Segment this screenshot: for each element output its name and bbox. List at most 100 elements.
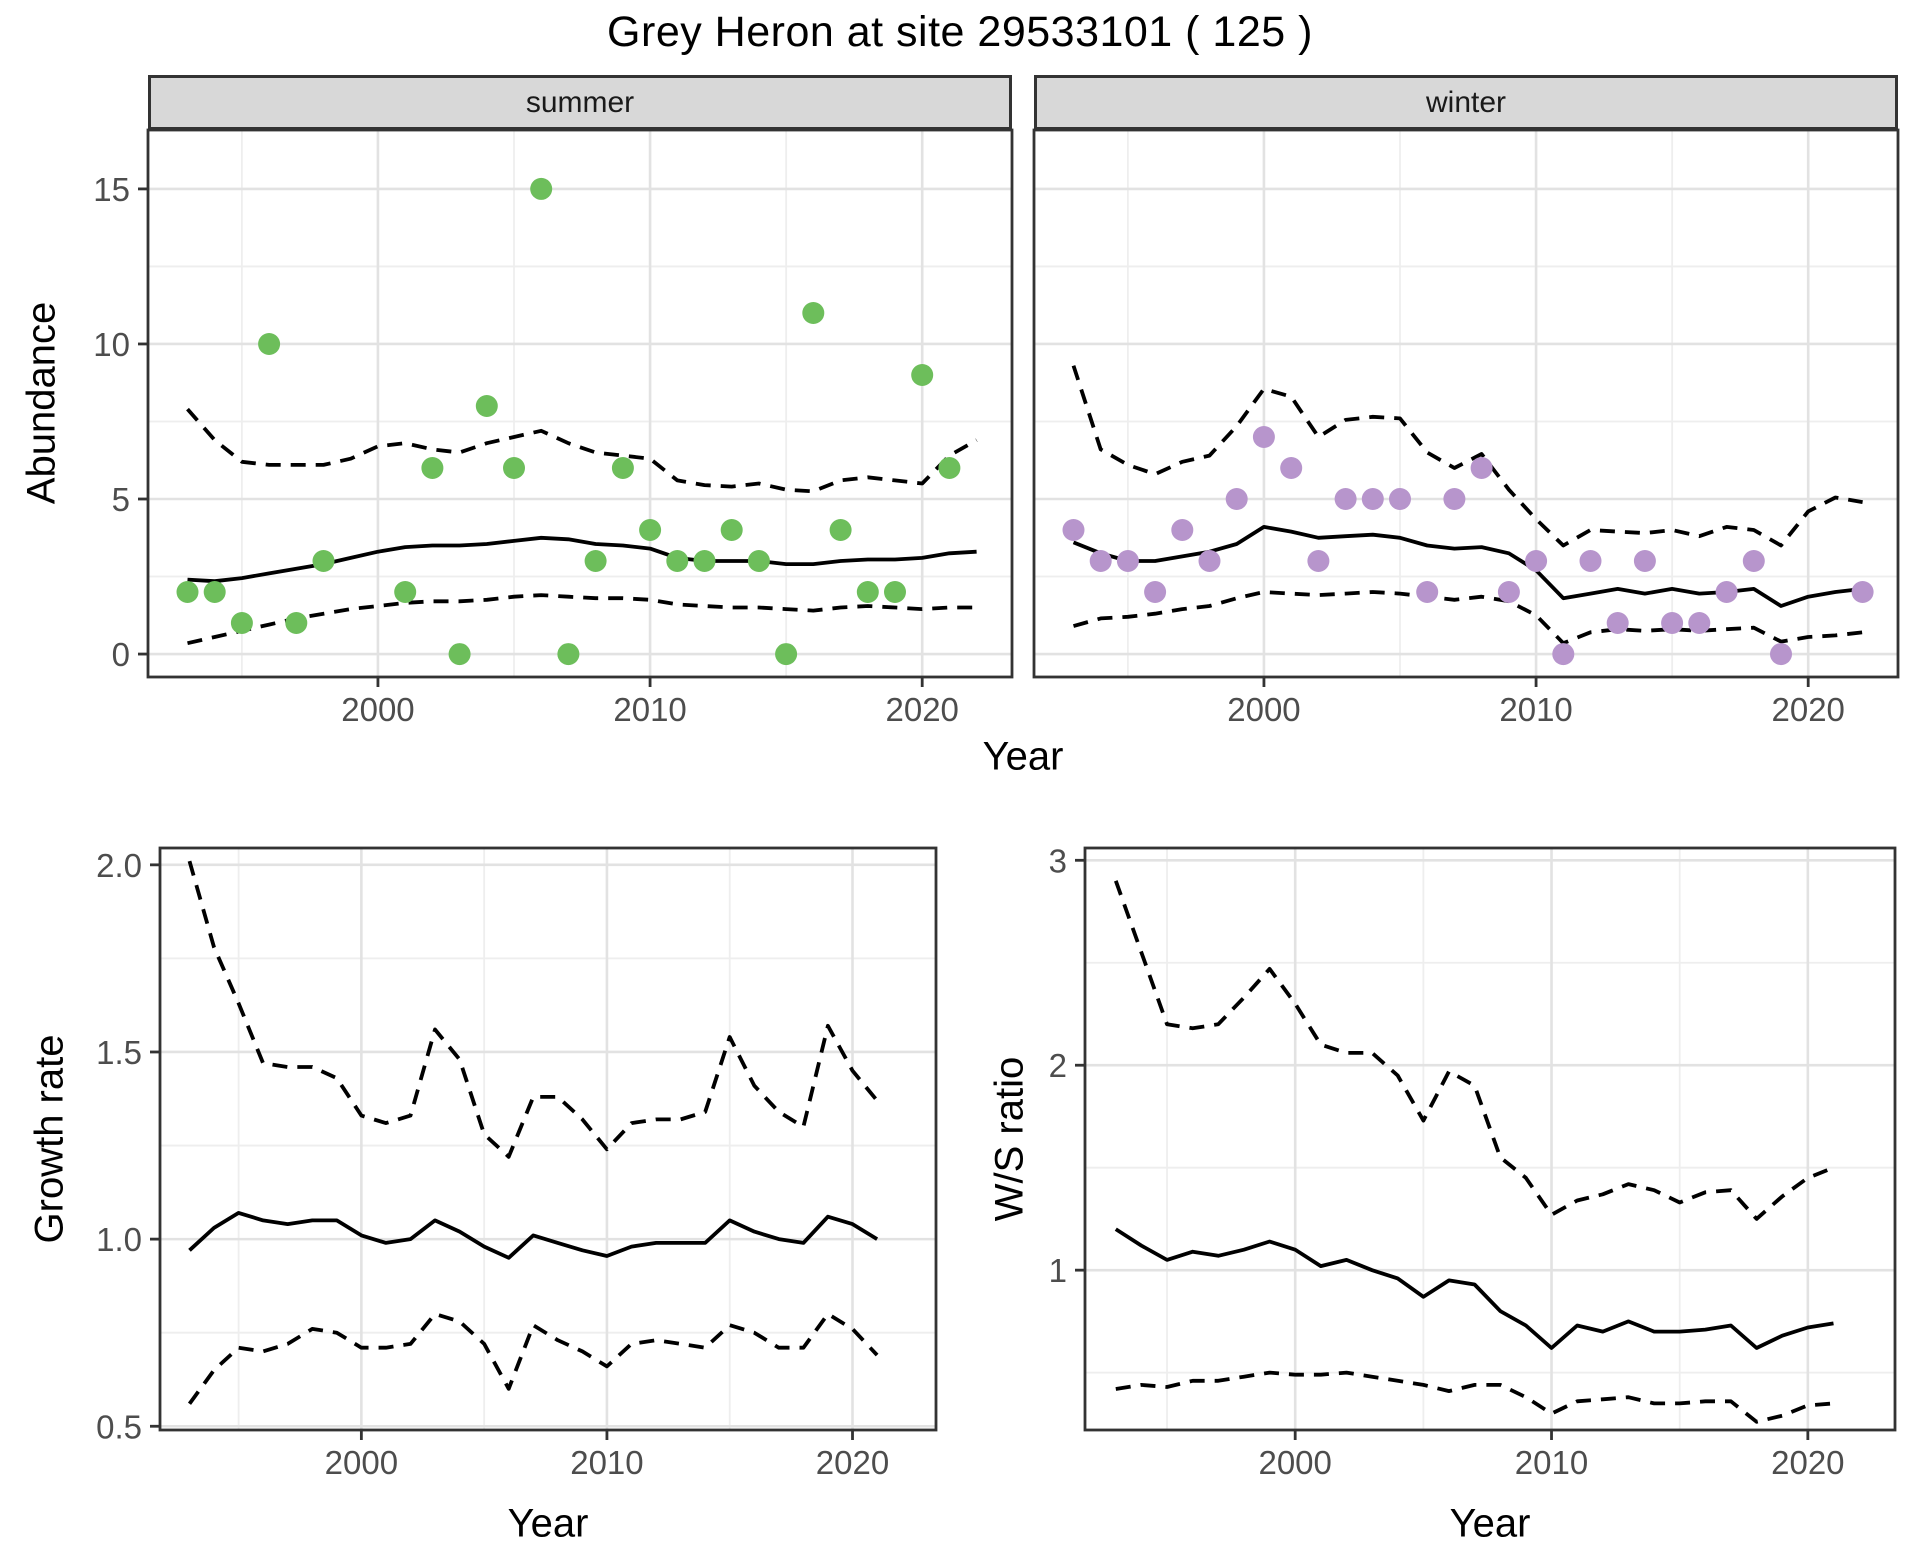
data-point [1334, 488, 1357, 510]
x-axis: 2000 2010 2020 [325, 1430, 889, 1481]
data-point [1280, 457, 1303, 479]
data-point [448, 643, 471, 666]
data-point [1579, 550, 1602, 572]
data-point [1497, 581, 1520, 603]
data-point [557, 643, 580, 666]
data-point [775, 643, 798, 666]
data-point [720, 519, 743, 541]
data-point [1144, 581, 1167, 603]
data-point [611, 457, 634, 479]
data-point [1552, 643, 1575, 666]
ws-ratio-panel: 2000 2010 2020 1 2 3 [1049, 842, 1897, 1481]
data-point [666, 550, 689, 572]
data-point [639, 519, 662, 541]
x-axis-label-year-ws: Year [1449, 1501, 1531, 1546]
data-point [1443, 488, 1466, 510]
fit-line [188, 1211, 879, 1260]
data-point [1525, 550, 1548, 572]
ci-upper-line [186, 407, 978, 494]
data-point [421, 457, 444, 479]
data-point [176, 581, 199, 603]
summer-abundance-panel: 2000 2010 2020 0 5 10 15 [93, 128, 1014, 728]
data-point [312, 550, 335, 572]
panel-border [1083, 846, 1897, 1432]
panel-border [158, 846, 938, 1432]
ci-lower-line [187, 1312, 879, 1405]
data-point [1225, 488, 1248, 510]
x-axis: 2000 2010 2020 [341, 677, 959, 728]
data-point [1661, 612, 1684, 634]
data-point [1116, 550, 1139, 572]
data-point [1089, 550, 1112, 572]
data-point [1770, 643, 1792, 666]
data-point [829, 519, 852, 541]
data-point [584, 550, 607, 572]
summer-points [176, 177, 961, 666]
gridlines [148, 130, 1012, 677]
y-tick-label: 1 [1049, 1252, 1067, 1289]
panel-border [1032, 128, 1900, 679]
gridlines [1034, 130, 1898, 677]
x-tick-label: 2020 [1771, 1444, 1844, 1481]
x-axis: 2000 2010 2020 [1258, 1430, 1845, 1481]
y-axis: 0.5 1.0 1.5 2.0 [96, 847, 160, 1445]
x-tick-label: 2020 [885, 691, 958, 728]
x-tick-label: 2010 [570, 1444, 643, 1481]
data-point [856, 581, 879, 603]
data-point [1389, 488, 1411, 510]
data-point [747, 550, 770, 572]
y-tick-label: 10 [93, 326, 130, 363]
data-point [230, 612, 253, 634]
data-point [1470, 457, 1493, 479]
data-point [938, 457, 961, 479]
x-tick-label: 2000 [325, 1444, 398, 1481]
facet-strip-winter: winter [1034, 75, 1898, 130]
y-tick-label: 5 [112, 481, 130, 518]
x-tick-label: 2020 [816, 1444, 889, 1481]
data-point [1198, 550, 1221, 572]
y-tick-label: 1.0 [96, 1221, 142, 1258]
winter-points [1062, 426, 1874, 666]
x-tick-label: 2020 [1771, 691, 1844, 728]
y-axis: 0 5 10 15 [93, 171, 148, 673]
winter-abundance-panel: 2000 2010 2020 [1032, 128, 1900, 728]
data-point [1416, 581, 1439, 603]
x-tick-label: 2000 [1227, 691, 1300, 728]
ci-lower-line [1115, 1370, 1834, 1424]
data-point [1252, 426, 1275, 448]
data-point [1606, 612, 1629, 634]
data-point [394, 581, 417, 603]
ci-lower-line [187, 593, 977, 646]
x-tick-label: 2010 [1499, 691, 1572, 728]
x-tick-label: 2000 [341, 691, 414, 728]
x-tick-label: 2000 [1258, 1444, 1331, 1481]
chart-title: Grey Heron at site 29533101 ( 125 ) [607, 8, 1313, 56]
x-tick-label: 2010 [1515, 1444, 1588, 1481]
data-point [1633, 550, 1656, 572]
y-tick-label: 1.5 [96, 1034, 142, 1071]
y-tick-label: 0.5 [96, 1408, 142, 1445]
data-point [1688, 612, 1711, 634]
data-point [693, 550, 716, 572]
data-point [884, 581, 906, 603]
x-axis-label-year-top: Year [982, 734, 1064, 779]
data-point [1171, 519, 1194, 541]
data-point [1715, 581, 1738, 603]
data-point [203, 581, 226, 603]
data-point [503, 457, 525, 479]
growth-rate-panel: 2000 2010 2020 0.5 1.0 1.5 2.0 [96, 846, 938, 1481]
x-axis: 2000 2010 2020 [1227, 677, 1845, 728]
data-point [1742, 550, 1765, 572]
panel-border [146, 128, 1014, 679]
data-point [1062, 519, 1085, 541]
fit-line [1114, 1227, 1834, 1350]
x-tick-label: 2010 [613, 691, 686, 728]
ci-upper-line [1071, 365, 1863, 548]
data-point [1851, 581, 1874, 603]
y-tick-label: 2 [1049, 1047, 1067, 1084]
data-point [285, 612, 308, 634]
y-axis: 1 2 3 [1049, 842, 1085, 1289]
x-axis-label-year-growth: Year [507, 1501, 589, 1546]
